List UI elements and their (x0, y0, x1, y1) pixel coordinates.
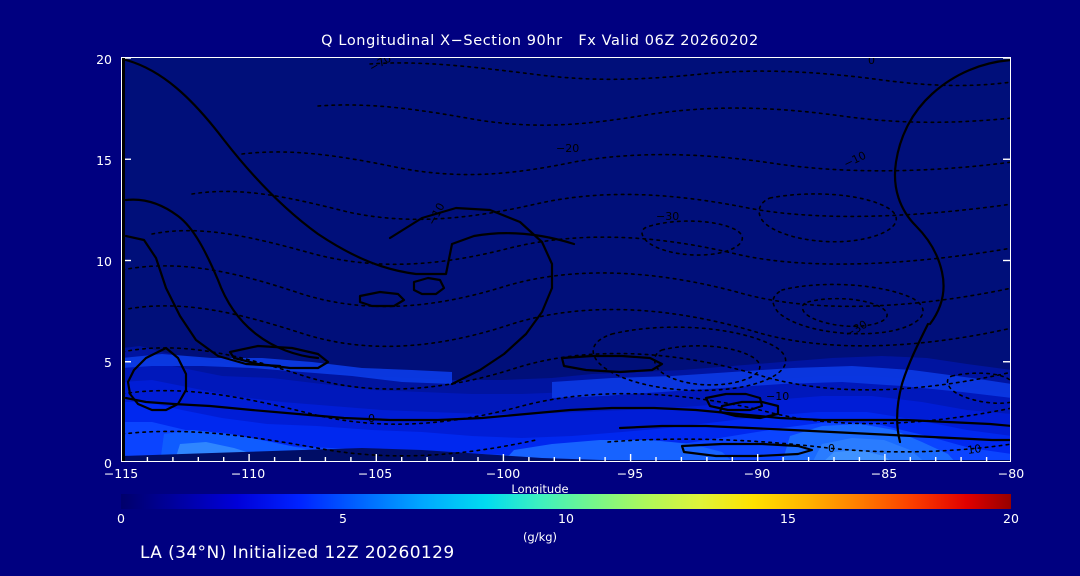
contour-label: −10 (766, 390, 789, 403)
chart-title: Q Longitudinal X−Section 90hr Fx Valid 0… (321, 33, 759, 49)
figure-caption: LA (34°N) Initialized 12Z 20260129 (140, 543, 455, 563)
xtick-m105: −105 (357, 466, 393, 481)
colorbar-tick-15: 15 (780, 511, 796, 526)
xtick-m100: −100 (485, 466, 521, 481)
xtick-m85: −85 (870, 466, 898, 481)
humidity-core-bright (824, 450, 892, 461)
solid-contours (124, 58, 1010, 458)
temperature-contours (122, 62, 1010, 457)
colorbar-gradient (121, 494, 1011, 509)
cross-section-field: −70 −20 −10 −10 −30 −30 −10 0 0 0 10 (122, 58, 1010, 461)
colorbar-tick-0: 0 (117, 511, 125, 526)
humidity-core-central (503, 440, 732, 461)
xtick-m90: −90 (743, 466, 771, 481)
ytick-0: 0 (104, 456, 112, 471)
ytick-5: 5 (104, 355, 112, 370)
surface-dark-layer (122, 448, 1010, 461)
y-axis-label: Altitude (km) (0, 146, 1, 228)
ytick-15: 15 (96, 153, 112, 168)
contour-label: 0 (828, 442, 835, 455)
contour-label: 10 (967, 442, 983, 457)
colorbar: 0 5 10 15 20 (117, 494, 1019, 526)
colorbar-tick-5: 5 (339, 511, 347, 526)
contour-label: −20 (556, 142, 579, 155)
colorbar-units-label: (g/kg) (522, 530, 558, 544)
xtick-m115: −115 (103, 466, 139, 481)
colorbar-tick-20: 20 (1003, 511, 1019, 526)
colorbar-tick-10: 10 (558, 511, 574, 526)
left-spine (122, 58, 125, 461)
xtick-m80: −80 (997, 466, 1025, 481)
ytick-20: 20 (96, 52, 112, 67)
contour-label: 0 (868, 58, 875, 67)
plot-area: −70 −20 −10 −10 −30 −30 −10 0 0 0 10 (121, 57, 1011, 462)
contour-label: −30 (656, 210, 679, 223)
humidity-midlevel-tongue-east (552, 366, 1010, 398)
contour-label: 0 (368, 412, 375, 425)
humidity-midlevel-tongue (122, 354, 452, 384)
x-axis-label: Longitude (511, 482, 569, 496)
ytick-10: 10 (96, 254, 112, 269)
xtick-m110: −110 (230, 466, 266, 481)
xtick-m95: −95 (616, 466, 644, 481)
